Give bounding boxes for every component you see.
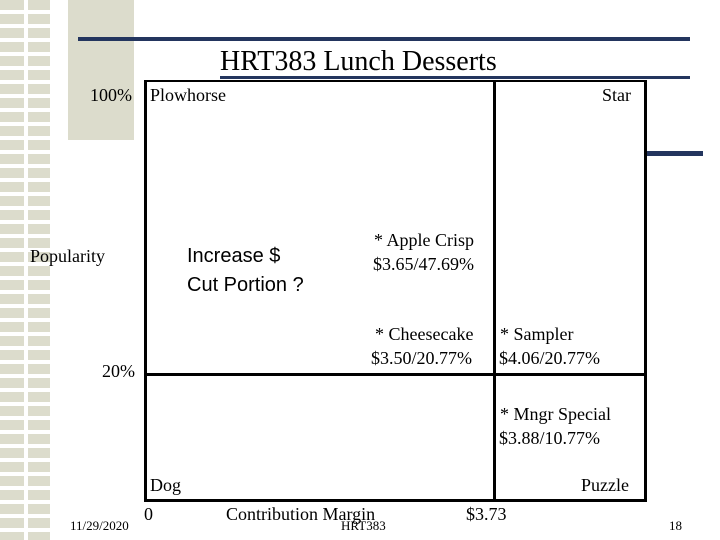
quadrant-label-dog: Dog bbox=[150, 475, 181, 495]
quadrant-label-puzzle: Puzzle bbox=[581, 475, 629, 495]
slide-title: HRT383 Lunch Desserts bbox=[220, 46, 497, 77]
y-axis-label: Popularity bbox=[30, 246, 105, 266]
item-name: * Cheesecake bbox=[375, 324, 474, 344]
matrix-vertical-divider bbox=[493, 80, 496, 500]
matrix-top-border bbox=[144, 80, 646, 82]
matrix-right-border bbox=[644, 80, 647, 502]
matrix-bottom-border bbox=[144, 499, 647, 502]
x-origin-label: 0 bbox=[144, 504, 153, 524]
page-number: 18 bbox=[669, 518, 682, 533]
item-sampler: * Sampler $4.06/20.77% bbox=[499, 322, 600, 370]
item-name: * Apple Crisp bbox=[374, 230, 475, 250]
y-top-label: 100% bbox=[90, 85, 132, 105]
item-mngr-special: * Mngr Special $3.88/10.77% bbox=[499, 402, 611, 450]
quadrant-label-star: Star bbox=[602, 85, 631, 105]
item-name: * Sampler bbox=[500, 324, 574, 344]
x-axis-label: Contribution Margin bbox=[226, 504, 376, 524]
action-note: Increase $ Cut Portion ? bbox=[187, 242, 304, 300]
slide-footer: HRT383 bbox=[341, 518, 386, 533]
item-value: $4.06/20.77% bbox=[499, 348, 600, 368]
matrix-left-border bbox=[144, 80, 147, 500]
action-line-1: Increase $ bbox=[187, 245, 281, 267]
item-apple-crisp: * Apple Crisp $3.65/47.69% bbox=[373, 228, 474, 276]
item-value: $3.65/47.69% bbox=[373, 254, 474, 274]
matrix-horizontal-divider bbox=[144, 373, 646, 376]
quadrant-label-plowhorse: Plowhorse bbox=[150, 85, 226, 105]
item-name: * Mngr Special bbox=[500, 404, 611, 424]
item-value: $3.88/10.77% bbox=[499, 428, 600, 448]
item-value: $3.50/20.77% bbox=[371, 348, 472, 368]
decorative-tan-bar bbox=[68, 0, 134, 140]
slide-date: 11/29/2020 bbox=[70, 518, 129, 533]
decorative-stripe bbox=[0, 0, 50, 540]
title-rule-top bbox=[78, 37, 690, 41]
action-line-2: Cut Portion ? bbox=[187, 274, 304, 296]
x-mid-label: $3.73 bbox=[466, 504, 507, 524]
title-rule-bottom bbox=[220, 76, 690, 79]
item-cheesecake: * Cheesecake $3.50/20.77% bbox=[371, 322, 473, 370]
decorative-navy-mark bbox=[645, 151, 703, 156]
y-mid-label: 20% bbox=[102, 361, 135, 381]
